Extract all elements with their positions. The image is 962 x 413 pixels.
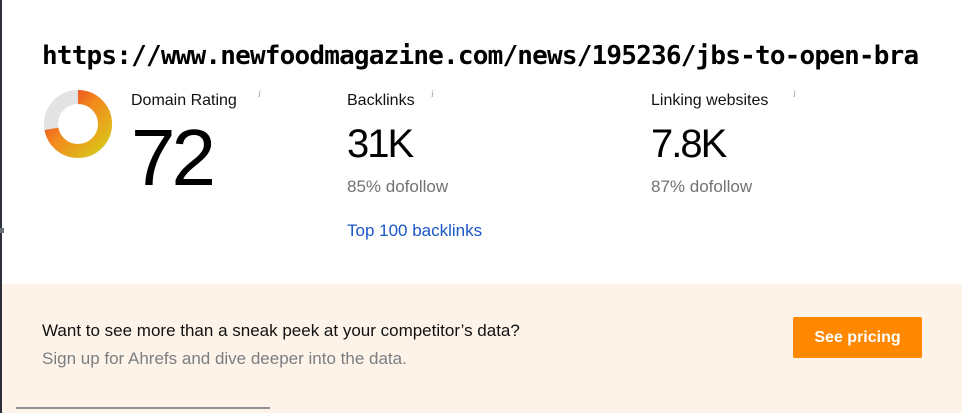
section-divider bbox=[16, 407, 270, 409]
window-left-edge bbox=[0, 0, 2, 413]
promo-title: Want to see more than a sneak peek at yo… bbox=[42, 321, 520, 340]
linking-websites-label: Linking websites bbox=[651, 92, 769, 109]
linking-websites-info-icon[interactable]: i bbox=[793, 89, 796, 100]
domain-rating-donut-chart bbox=[44, 90, 112, 158]
domain-rating-info-icon[interactable]: i bbox=[258, 89, 261, 100]
see-pricing-button[interactable]: See pricing bbox=[793, 317, 922, 358]
left-edge-marker bbox=[0, 228, 4, 233]
backlinks-value: 31K bbox=[347, 122, 414, 166]
domain-rating-value: 72 bbox=[131, 113, 216, 202]
backlinks-label: Backlinks bbox=[347, 92, 415, 109]
page-url-title: https://www.newfoodmagazine.com/news/195… bbox=[42, 41, 919, 71]
linking-websites-value: 7.8K bbox=[651, 122, 727, 166]
top-100-backlinks-link[interactable]: Top 100 backlinks bbox=[347, 221, 483, 240]
linking-websites-dofollow: 87% dofollow bbox=[651, 177, 753, 196]
backlinks-info-icon[interactable]: i bbox=[431, 89, 434, 100]
domain-rating-label: Domain Rating bbox=[131, 92, 237, 109]
promo-subtitle: Sign up for Ahrefs and dive deeper into … bbox=[42, 349, 407, 368]
promo-banner: Want to see more than a sneak peek at yo… bbox=[2, 284, 962, 413]
donut-rating-arc bbox=[44, 90, 112, 158]
backlinks-dofollow: 85% dofollow bbox=[347, 177, 449, 196]
